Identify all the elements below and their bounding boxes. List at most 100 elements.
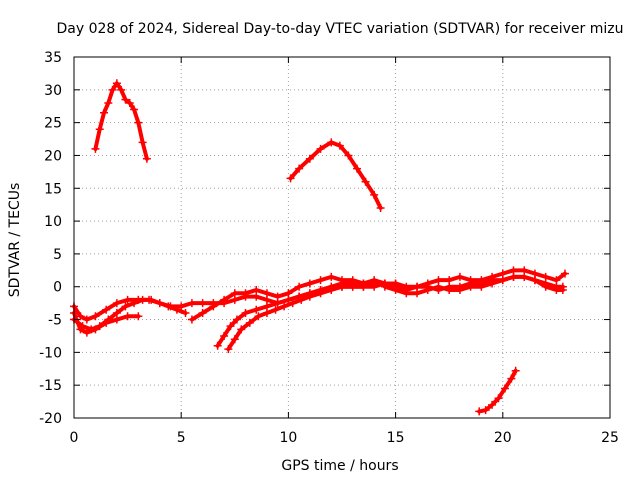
x-axis: 0 5 10 15 20 25 — [70, 57, 619, 446]
data-point — [241, 308, 250, 317]
data-point — [455, 272, 464, 281]
series-arc-3 — [475, 366, 520, 416]
data-point — [445, 276, 454, 285]
data-point — [95, 125, 104, 134]
data-point — [370, 190, 379, 199]
data-point — [477, 282, 486, 291]
data-point — [91, 144, 100, 153]
data-point — [370, 276, 379, 285]
y-axis: -20 -15 -10 -5 0 5 10 15 20 25 30 35 — [39, 50, 610, 427]
data-point — [348, 276, 357, 285]
data-point — [91, 312, 100, 321]
data-point — [552, 276, 561, 285]
data-point — [198, 308, 207, 317]
data-point — [76, 312, 85, 321]
data-point — [130, 299, 139, 308]
data-point — [123, 295, 132, 304]
series-line — [93, 81, 149, 161]
chart-title: Day 028 of 2024, Sidereal Day-to-day VTE… — [57, 21, 624, 37]
x-tick-label: 0 — [70, 430, 79, 446]
data-point — [78, 322, 87, 331]
y-tick-label: -5 — [48, 313, 62, 329]
data-point — [104, 315, 113, 324]
data-point — [134, 118, 143, 127]
data-point — [155, 299, 164, 308]
data-point — [445, 286, 454, 295]
data-point — [558, 286, 567, 295]
y-axis-label: SDTVAR / TECUs — [7, 183, 23, 298]
data-point — [100, 108, 109, 117]
data-point — [102, 305, 111, 314]
data-point — [507, 374, 516, 383]
x-tick-label: 25 — [601, 430, 619, 446]
data-point — [220, 331, 229, 340]
data-point — [104, 98, 113, 107]
data-point — [295, 164, 304, 173]
data-point — [252, 305, 261, 314]
data-point — [344, 151, 353, 160]
data-point — [511, 366, 520, 375]
data-point — [288, 299, 297, 308]
y-tick-label: 10 — [44, 214, 62, 230]
data-point — [177, 302, 186, 311]
data-point — [187, 315, 196, 324]
x-tick-label: 15 — [387, 430, 405, 446]
data-point — [380, 282, 389, 291]
data-point — [353, 164, 362, 173]
data-point — [172, 305, 181, 314]
plot-frame — [73, 56, 611, 419]
data-point — [327, 286, 336, 295]
grid — [74, 57, 610, 418]
data-point — [305, 279, 314, 288]
data-point — [147, 295, 156, 304]
y-tick-label: -20 — [39, 411, 62, 427]
data-point — [520, 272, 529, 281]
data-point — [220, 295, 229, 304]
y-tick-label: -15 — [39, 378, 62, 394]
data-point — [209, 302, 218, 311]
data-point — [164, 302, 173, 311]
data-point — [509, 272, 518, 281]
data-point — [284, 289, 293, 298]
data-point — [530, 276, 539, 285]
x-tick-label: 20 — [494, 430, 512, 446]
data-point — [112, 308, 121, 317]
data-point — [498, 276, 507, 285]
data-point — [134, 312, 143, 321]
data-point — [198, 299, 207, 308]
y-tick-label: 5 — [53, 247, 62, 263]
y-tick-label: 35 — [44, 50, 62, 66]
data-point — [123, 312, 132, 321]
data-point — [500, 384, 509, 393]
data-point — [338, 276, 346, 285]
data-point — [232, 315, 241, 324]
data-point — [87, 325, 96, 334]
data-point — [254, 312, 263, 321]
data-point — [488, 400, 497, 409]
data-point — [335, 141, 344, 150]
data-point — [112, 299, 121, 308]
data-point — [361, 177, 370, 186]
data-point — [316, 276, 325, 285]
series-arc-1 — [91, 79, 151, 163]
data-point — [541, 282, 550, 291]
data-point — [541, 272, 550, 281]
data-point — [125, 98, 134, 107]
data-point — [181, 308, 190, 317]
data-point — [121, 95, 130, 104]
data-point — [376, 203, 385, 212]
data-point — [117, 85, 126, 94]
data-point — [112, 79, 121, 88]
data-point — [327, 138, 336, 147]
data-point — [305, 292, 314, 301]
data-point — [434, 282, 443, 291]
data-point — [82, 328, 91, 337]
series-arc-2 — [286, 138, 385, 212]
data-point — [138, 295, 147, 304]
series-layer — [70, 79, 569, 416]
data-point — [413, 289, 422, 298]
data-point — [95, 322, 104, 331]
data-point — [108, 85, 117, 94]
data-point — [213, 341, 222, 350]
y-tick-label: 30 — [44, 83, 62, 99]
